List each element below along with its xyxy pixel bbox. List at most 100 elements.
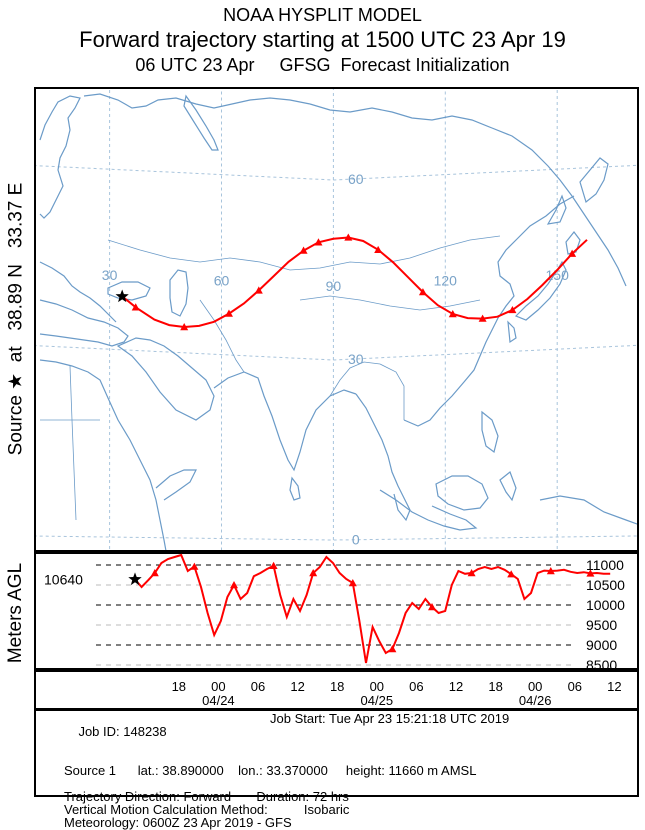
island-new-guinea: [539, 495, 637, 525]
time-tick-label-0: 18: [172, 679, 186, 694]
trajectory-marker-1: [180, 323, 189, 331]
border-himalaya: [329, 361, 405, 420]
time-tick-label-9: 00: [528, 679, 542, 694]
height-marker-7: [428, 603, 436, 611]
time-tick-label-6: 06: [409, 679, 423, 694]
height-marker-4: [309, 569, 318, 577]
island-japan: [514, 260, 567, 321]
lon-label-30: 30: [102, 267, 118, 283]
trajectory-marker-2: [224, 309, 233, 317]
time-tick-label-5: 00: [370, 679, 384, 694]
coast-kamchatka: [579, 157, 609, 204]
lon-label-60: 60: [214, 273, 230, 289]
border-china-north: [299, 295, 481, 311]
height-tick-label-10000: 10000: [586, 597, 625, 613]
trajectory-marker-6: [344, 233, 353, 241]
island-sri-lanka: [289, 476, 301, 501]
island-taiwan: [507, 320, 517, 344]
trajectory-marker-12: [568, 249, 577, 257]
trajectory-marker-0: [131, 303, 140, 311]
island-sulawesi: [499, 471, 517, 502]
border-iran: [199, 299, 245, 373]
trajectory-marker-11: [508, 305, 517, 314]
height-marker-3: [269, 561, 278, 569]
time-tick-label-7: 12: [449, 679, 463, 694]
coast-china-east: [497, 195, 575, 319]
coast-horn-africa: [155, 469, 197, 501]
date-label-0: 04/24: [202, 693, 235, 708]
time-tick-label-11: 12: [607, 679, 621, 694]
height-marker-8: [467, 569, 476, 577]
coast-china-south: [403, 317, 499, 427]
info-source1: Source 1 lat.: 38.890000 lon.: 33.370000…: [64, 763, 477, 778]
info-job-id: Job ID: 148238: [78, 724, 167, 739]
time-axis-panel: 18 00 06 12 18 00 06 12 18 00 06 12 04/24 04/25 04/26: [34, 670, 639, 710]
island-philippines: [481, 410, 499, 454]
info-panel: Job ID: 148238 Job Start: Tue Apr 23 15:…: [64, 712, 509, 830]
time-tick-label-3: 12: [290, 679, 304, 694]
date-label-2: 04/26: [519, 693, 552, 708]
lon-label-90: 90: [326, 278, 342, 294]
height-marker-5: [348, 579, 357, 587]
height-tick-label-9500: 9500: [586, 617, 617, 633]
parallel-0: [36, 535, 637, 541]
title-initialization: 06 UTC 23 Apr GFSG Forecast Initializati…: [135, 55, 510, 75]
height-gridlines: 11000 10500 10000 9500 9000 8500: [96, 557, 625, 673]
time-axis: 18 00 06 12 18 00 06 12 18 00 06 12 04/24 04/25 04/26: [172, 679, 622, 708]
lon-label-120: 120: [434, 273, 458, 289]
coast-black-sea: [107, 281, 151, 301]
island-sakhalin: [546, 194, 567, 225]
date-label-1: 04/25: [361, 693, 394, 708]
island-sumatra-java: [379, 489, 478, 531]
source-star-icon: [115, 289, 129, 303]
trajectory-marker-9: [448, 310, 457, 318]
map-grid-labels: 30 60 90 120 150 60 30 0: [102, 171, 569, 548]
map-frame: [34, 87, 639, 552]
title-trajectory: Forward trajectory starting at 1500 UTC …: [79, 27, 566, 52]
coast-red-sea-west: [39, 359, 167, 550]
title-model: NOAA HYSPLIT MODEL: [223, 5, 422, 25]
trajectory-marker-7: [374, 245, 383, 254]
map-trajectory: [115, 233, 588, 331]
coastlines: [39, 93, 637, 550]
parallel-30: [36, 344, 637, 361]
border-russia-south: [107, 235, 501, 271]
island-hokkaido: [565, 231, 581, 255]
height-marker-11: [586, 569, 595, 577]
coast-arabia: [116, 337, 215, 421]
height-tick-label-9000: 9000: [586, 637, 617, 653]
lat-label-30: 30: [348, 351, 364, 367]
height-tick-label-8500: 8500: [586, 657, 617, 673]
height-marker-2: [230, 581, 238, 589]
height-marker-0: [150, 569, 159, 577]
lat-label-60: 60: [348, 171, 364, 187]
coast-arctic-west: [83, 93, 311, 109]
time-tick-label-8: 18: [488, 679, 502, 694]
lon-label-150: 150: [546, 267, 570, 283]
height-marker-6: [388, 645, 397, 653]
height-marker-1: [190, 562, 199, 570]
height-panel: 11000 10500 10000 9500 9000 8500 10640: [34, 552, 639, 673]
coast-arctic-east: [309, 103, 627, 287]
height-marker-9: [507, 570, 516, 578]
height-line: [134, 553, 611, 664]
coast-malay: [355, 393, 411, 522]
map-panel: 30 60 90 120 150 60 30 0: [34, 87, 639, 552]
start-height-label: 10640: [44, 571, 83, 587]
border-africa-meridian: [69, 365, 77, 521]
info-meteorology: Meteorology: 0600Z 23 Apr 2019 - GFS: [64, 815, 292, 830]
trajectory-marker-10: [478, 314, 487, 322]
coast-mediterranean: [39, 299, 129, 347]
island-novaya-zemlya: [183, 94, 219, 151]
coast-scandinavia: [39, 95, 81, 219]
time-tick-label-2: 06: [251, 679, 265, 694]
trajectory-marker-4: [299, 246, 308, 254]
height-source-star-icon: [128, 572, 142, 586]
trajectory-marker-8: [418, 288, 427, 296]
trajectory-marker-5: [314, 238, 323, 246]
info-frame: [34, 709, 639, 797]
lat-label-0: 0: [352, 532, 360, 548]
height-tick-label-11000: 11000: [586, 557, 624, 573]
info-job-start: Job Start: Tue Apr 23 15:21:18 UTC 2019: [270, 711, 510, 726]
coast-caspian-sea: [169, 269, 189, 317]
